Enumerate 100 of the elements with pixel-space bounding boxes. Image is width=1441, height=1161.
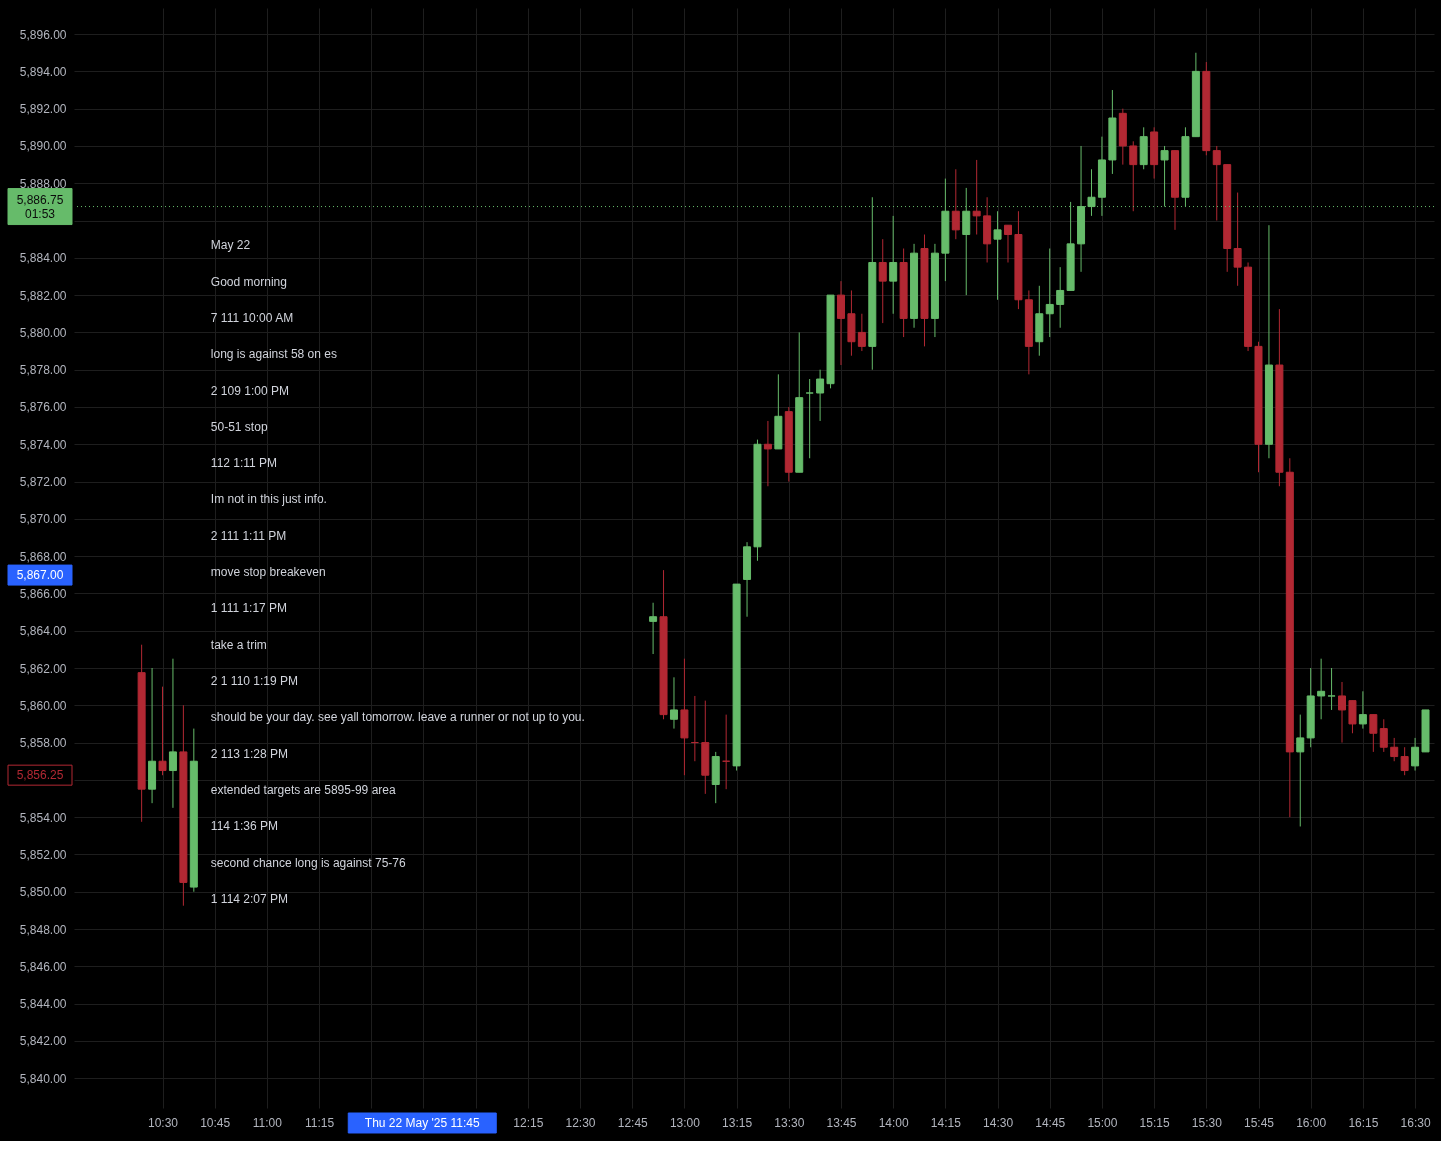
x-tick-label: 16:00 bbox=[1296, 1115, 1327, 1130]
x-tick-label: 11:15 bbox=[305, 1115, 335, 1130]
y-tick-label: 5,880.00 bbox=[19, 325, 67, 340]
candlestick bbox=[951, 168, 960, 240]
annotation: 2 109 1:00 PM bbox=[210, 383, 289, 398]
candlestick bbox=[1358, 690, 1367, 730]
x-tick-label: 16:30 bbox=[1400, 1115, 1431, 1130]
x-tick-label: 16:15 bbox=[1348, 1115, 1379, 1130]
x-tick-label: 11:00 bbox=[252, 1115, 283, 1130]
annotation: 1 114 2:07 PM bbox=[210, 892, 289, 907]
candlestick bbox=[972, 159, 981, 236]
annotation: take a trim bbox=[210, 637, 267, 652]
candlestick bbox=[878, 238, 887, 324]
annotation: 7 111 10:00 AM bbox=[210, 310, 294, 325]
candlestick bbox=[805, 378, 814, 459]
annotation: 2 113 1:28 PM bbox=[210, 746, 289, 761]
y-tick-label: 5,890.00 bbox=[19, 139, 67, 154]
x-tick-label: 10:45 bbox=[200, 1115, 231, 1130]
candlestick bbox=[889, 215, 898, 315]
y-tick-label: 5,842.00 bbox=[19, 1034, 67, 1049]
y-tick-label: 5,878.00 bbox=[19, 363, 67, 378]
candlestick bbox=[649, 602, 658, 655]
y-tick-label: 5,854.00 bbox=[19, 810, 67, 825]
annotation: long is against 58 on es bbox=[210, 347, 337, 362]
y-tick-label: 5,846.00 bbox=[19, 959, 67, 974]
annotation: 1 111 1:17 PM bbox=[210, 601, 288, 616]
x-tick-label: 14:30 bbox=[983, 1115, 1014, 1130]
candlestick bbox=[1400, 746, 1409, 776]
y-tick-label: 5,844.00 bbox=[19, 997, 67, 1012]
text: 5,856.25 bbox=[16, 768, 64, 783]
candlestick bbox=[1056, 266, 1065, 329]
candlestick bbox=[168, 658, 177, 809]
candlestick bbox=[857, 313, 866, 352]
annotation: 112 1:11 PM bbox=[210, 456, 278, 471]
candlestick bbox=[1212, 145, 1221, 222]
candlestick bbox=[1338, 681, 1347, 744]
y-tick-label: 5,894.00 bbox=[19, 64, 67, 79]
annotation: extended targets are 5895-99 area bbox=[210, 783, 396, 798]
candlestick bbox=[1411, 737, 1420, 772]
y-tick-label: 5,884.00 bbox=[19, 251, 67, 266]
candlestick bbox=[1390, 737, 1399, 762]
x-tick-label: 13:30 bbox=[774, 1115, 805, 1130]
ref-line-label: 5,886.75 01:53 bbox=[16, 192, 64, 221]
candlestick bbox=[763, 420, 772, 487]
x-tick-label: 13:45 bbox=[826, 1115, 857, 1130]
annotation: 50-51 stop bbox=[210, 419, 268, 434]
candlestick bbox=[1233, 192, 1242, 287]
x-tick-label: 12:15 bbox=[513, 1115, 544, 1130]
y-tick-label: 5,840.00 bbox=[19, 1071, 67, 1086]
annotation: 2 111 1:11 PM bbox=[210, 528, 287, 543]
y-tick-label: 5,888.00 bbox=[19, 176, 67, 191]
y-tick-label: 5,866.00 bbox=[19, 586, 67, 601]
x-tick-label: 12:30 bbox=[565, 1115, 596, 1130]
candlestick bbox=[1045, 248, 1054, 338]
y-tick-label: 5,852.00 bbox=[19, 847, 67, 862]
y-tick-label: 5,870.00 bbox=[19, 512, 67, 527]
candlestick bbox=[1348, 700, 1357, 734]
candlestick bbox=[1129, 140, 1138, 212]
x-tick-label: 14:15 bbox=[930, 1115, 962, 1130]
candlestick bbox=[1379, 718, 1388, 753]
candlestick bbox=[158, 686, 167, 776]
x-tick-label: 10:30 bbox=[147, 1115, 179, 1130]
annotation: second chance long is against 75-76 bbox=[210, 855, 406, 870]
y-tick-label: 5,882.00 bbox=[19, 288, 67, 303]
annotation: move stop breakeven bbox=[210, 565, 326, 580]
annotation: 2 1 110 1:19 PM bbox=[210, 674, 299, 689]
candlestick bbox=[836, 280, 845, 366]
candlestick bbox=[1327, 667, 1336, 711]
annotation: Good morning bbox=[210, 274, 287, 289]
x-tick-label: 14:00 bbox=[878, 1115, 910, 1130]
y-tick-label: 5,892.00 bbox=[19, 102, 67, 117]
x-tick-label: 15:45 bbox=[1243, 1115, 1275, 1130]
candlestick bbox=[1003, 224, 1012, 263]
text: 5,867.00 bbox=[16, 568, 64, 583]
x-tick-label: 15:30 bbox=[1191, 1115, 1223, 1130]
y-tick-label: 5,850.00 bbox=[19, 885, 67, 900]
x-tick-label: 15:00 bbox=[1087, 1115, 1118, 1130]
y-tick-label: 5,860.00 bbox=[19, 698, 67, 713]
y-tick-label: 5,862.00 bbox=[19, 661, 67, 676]
candlestick bbox=[993, 210, 1002, 301]
y-tick-label: 5,848.00 bbox=[19, 922, 67, 937]
candlestick bbox=[816, 369, 825, 422]
x-tick-label: 12:45 bbox=[617, 1115, 649, 1130]
annotation: 114 1:36 PM bbox=[210, 819, 279, 834]
candlestick bbox=[1317, 658, 1326, 720]
x-tick-label: 13:15 bbox=[722, 1115, 753, 1130]
candlestick bbox=[669, 676, 678, 730]
y-tick-label: 5,872.00 bbox=[19, 475, 67, 490]
annotation: May 22 bbox=[210, 238, 251, 253]
y-tick-label: 5,874.00 bbox=[19, 437, 67, 452]
x-tick-label: 15:15 bbox=[1139, 1115, 1170, 1130]
x-tick-label: 14:45 bbox=[1035, 1115, 1066, 1130]
annotation: Im not in this just info. bbox=[210, 492, 327, 507]
y-tick-label: 5,858.00 bbox=[19, 736, 67, 751]
x-tick-label: 13:00 bbox=[669, 1115, 701, 1130]
y-tick-label: 5,876.00 bbox=[19, 400, 67, 415]
candlestick bbox=[1369, 714, 1378, 753]
y-tick-label: 5,896.00 bbox=[19, 27, 67, 42]
annotation: should be your day. see yall tomorrow. leave a runner or not up to you. bbox=[210, 710, 585, 725]
y-tick-label: 5,864.00 bbox=[19, 624, 67, 639]
